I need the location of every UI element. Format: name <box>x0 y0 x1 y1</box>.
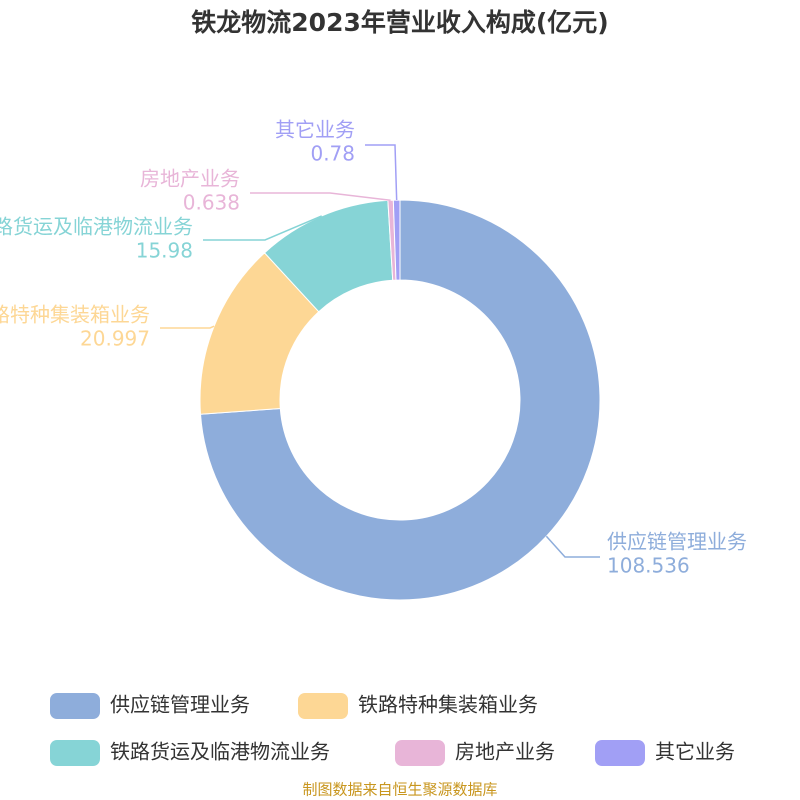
leader-line <box>250 192 391 201</box>
leader-line <box>545 535 600 558</box>
slice-label-value: 20.997 <box>80 327 150 351</box>
slice-label-name: 供应链管理业务 <box>607 530 747 554</box>
source-note: 制图数据来自恒生聚源数据库 <box>302 781 497 799</box>
slice-label-name: 房地产业务 <box>140 167 240 191</box>
slice-label-value: 0.78 <box>310 142 355 166</box>
slice-label-name: 铁路货运及临港物流业务 <box>0 215 193 239</box>
slice-label-value: 15.98 <box>136 239 193 263</box>
leader-line <box>160 325 215 329</box>
leader-line <box>365 144 398 201</box>
slice-label-name: 其它业务 <box>275 118 355 142</box>
legend-swatch <box>595 740 645 766</box>
slice-label-value: 108.536 <box>607 554 690 578</box>
slice-label-name: 铁路特种集装箱业务 <box>0 303 150 327</box>
slice-label-value: 0.638 <box>183 191 240 215</box>
legend-swatch <box>395 740 445 766</box>
donut-slice <box>392 199 401 281</box>
legend-swatch <box>50 740 100 766</box>
leader-line <box>203 215 322 241</box>
legend-swatch <box>50 693 100 719</box>
legend-label: 铁路特种集装箱业务 <box>358 693 538 717</box>
chart-title: 铁龙物流2023年营业收入构成(亿元) <box>191 8 608 37</box>
legend-label: 供应链管理业务 <box>110 693 250 717</box>
legend-label: 房地产业务 <box>455 740 555 764</box>
legend-swatch <box>298 693 348 719</box>
legend-label: 铁路货运及临港物流业务 <box>110 740 330 764</box>
legend-label: 其它业务 <box>655 740 735 764</box>
donut-slice <box>199 199 601 601</box>
